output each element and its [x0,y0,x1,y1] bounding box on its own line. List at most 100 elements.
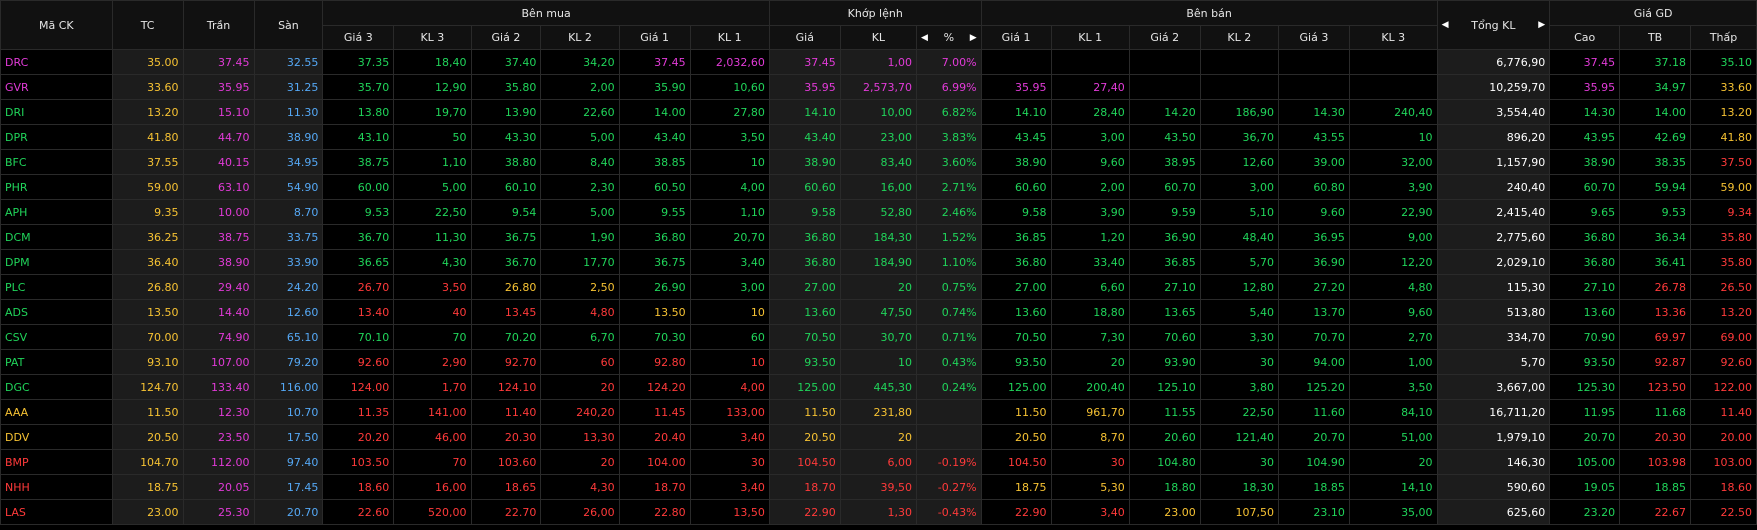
bid-vol-3-cell[interactable]: 141,00 [393,399,472,425]
bid-vol-2-cell[interactable]: 240,20 [540,399,620,425]
ask-price-2-cell[interactable]: 23.00 [1128,499,1201,525]
ask-vol-3-cell[interactable]: 22,90 [1348,199,1438,225]
ask-price-2-cell[interactable]: 36.90 [1128,224,1201,250]
bid-price-1-cell[interactable]: 11.45 [618,399,691,425]
ask-price-2-cell[interactable]: 70.60 [1128,324,1201,350]
ask-vol-1-cell[interactable]: 2,00 [1050,174,1130,200]
ask-vol-2-cell[interactable]: 3,30 [1199,324,1279,350]
ask-vol-1-cell[interactable]: 3,40 [1050,499,1130,525]
symbol-cell[interactable]: LAS [0,499,113,525]
bid-price-2-cell[interactable]: 20.30 [470,424,542,450]
ask-vol-2-cell[interactable]: 3,00 [1199,174,1279,200]
header-floor[interactable]: Sàn [253,0,324,50]
bid-price-3-cell[interactable]: 38.75 [322,149,395,175]
table-row[interactable]: BMP 104.70 112.00 97.40 103.50 70 103.60 20 104.… [0,449,1757,475]
bid-price-2-cell[interactable]: 26.80 [470,274,542,300]
bid-price-2-cell[interactable]: 38.80 [470,149,542,175]
symbol-cell[interactable]: BMP [0,449,113,475]
bid-price-1-cell[interactable]: 124.20 [618,374,691,400]
bid-vol-1-cell[interactable]: 3,00 [689,274,770,300]
ask-vol-2-cell[interactable]: 36,70 [1199,124,1279,150]
bid-price-2-cell[interactable]: 13.90 [470,99,542,125]
symbol-cell[interactable]: CSV [0,324,113,350]
ask-price-2-cell[interactable]: 18.80 [1128,474,1201,500]
ask-vol-3-cell[interactable]: 51,00 [1348,424,1438,450]
bid-vol-3-cell[interactable]: 16,00 [393,474,472,500]
bid-vol-1-cell[interactable]: 10 [689,349,770,375]
symbol-cell[interactable]: DRI [0,99,113,125]
ask-price-2-cell[interactable] [1128,49,1201,75]
symbol-cell[interactable]: NHH [0,474,113,500]
bid-vol-2-cell[interactable]: 22,60 [540,99,620,125]
table-row[interactable]: LAS 23.00 25.30 20.70 22.60 520,00 22.70 26,00 2… [0,499,1757,525]
bid-price-3-cell[interactable]: 70.10 [322,324,395,350]
ask-price-3-cell[interactable]: 9.60 [1277,199,1350,225]
bid-price-1-cell[interactable]: 36.80 [618,224,691,250]
bid-price-3-cell[interactable]: 36.65 [322,249,395,275]
header-match-volume[interactable]: KL [839,25,917,50]
bid-price-3-cell[interactable]: 26.70 [322,274,395,300]
bid-vol-2-cell[interactable]: 13,30 [540,424,620,450]
ask-vol-1-cell[interactable]: 6,60 [1050,274,1130,300]
ask-vol-3-cell[interactable]: 3,90 [1348,174,1438,200]
bid-vol-2-cell[interactable]: 20 [540,374,620,400]
bid-vol-3-cell[interactable]: 70 [393,324,472,350]
bid-price-1-cell[interactable]: 43.40 [618,124,691,150]
bid-vol-2-cell[interactable]: 20 [540,449,620,475]
bid-vol-3-cell[interactable]: 50 [393,124,472,150]
symbol-cell[interactable]: PHR [0,174,113,200]
ask-vol-1-cell[interactable]: 9,60 [1050,149,1130,175]
bid-vol-2-cell[interactable]: 1,90 [540,224,620,250]
table-row[interactable]: DGC 124.70 133.40 116.00 124.00 1,70 124.10 20 1… [0,374,1757,400]
bid-vol-2-cell[interactable]: 6,70 [540,324,620,350]
ask-price-2-cell[interactable]: 43.50 [1128,124,1201,150]
ask-price-3-cell[interactable]: 27.20 [1277,274,1350,300]
ask-vol-2-cell[interactable]: 121,40 [1199,424,1279,450]
header-ask-vol-2[interactable]: KL 2 [1199,25,1279,50]
ask-price-1-cell[interactable]: 125.00 [980,374,1052,400]
ask-price-2-cell[interactable]: 9.59 [1128,199,1201,225]
ask-vol-2-cell[interactable]: 5,40 [1199,299,1279,325]
bid-price-1-cell[interactable]: 104.00 [618,449,691,475]
ask-price-2-cell[interactable]: 36.85 [1128,249,1201,275]
table-row[interactable]: DRC 35.00 37.45 32.55 37.35 18,40 37.40 34,20 37… [0,49,1757,75]
ask-price-1-cell[interactable]: 22.90 [980,499,1052,525]
ask-price-1-cell[interactable]: 36.80 [980,249,1052,275]
ask-vol-1-cell[interactable]: 200,40 [1050,374,1130,400]
bid-price-2-cell[interactable]: 70.20 [470,324,542,350]
ask-price-2-cell[interactable]: 38.95 [1128,149,1201,175]
ask-vol-1-cell[interactable]: 27,40 [1050,74,1130,100]
ask-price-1-cell[interactable]: 35.95 [980,74,1052,100]
symbol-cell[interactable]: GVR [0,74,113,100]
ask-vol-3-cell[interactable]: 84,10 [1348,399,1438,425]
bid-price-3-cell[interactable]: 103.50 [322,449,395,475]
ask-price-1-cell[interactable]: 9.58 [980,199,1052,225]
header-bid-price-1[interactable]: Giá 1 [618,25,691,50]
bid-price-2-cell[interactable]: 11.40 [470,399,542,425]
ask-vol-1-cell[interactable]: 18,80 [1050,299,1130,325]
ask-price-1-cell[interactable]: 93.50 [980,349,1052,375]
header-total-volume[interactable]: ◀ Tổng KL ▶ [1436,0,1551,50]
bid-vol-2-cell[interactable]: 5,00 [540,199,620,225]
bid-vol-3-cell[interactable]: 11,30 [393,224,472,250]
ask-price-2-cell[interactable]: 20.60 [1128,424,1201,450]
ask-price-3-cell[interactable]: 43.55 [1277,124,1350,150]
header-ask-price-1[interactable]: Giá 1 [980,25,1052,50]
bid-vol-2-cell[interactable]: 4,30 [540,474,620,500]
ask-vol-1-cell[interactable]: 30 [1050,449,1130,475]
ask-vol-2-cell[interactable]: 18,30 [1199,474,1279,500]
bid-vol-2-cell[interactable]: 4,80 [540,299,620,325]
header-match-price[interactable]: Giá [768,25,841,50]
bid-vol-3-cell[interactable]: 520,00 [393,499,472,525]
ask-vol-1-cell[interactable]: 20 [1050,349,1130,375]
ask-price-1-cell[interactable]: 38.90 [980,149,1052,175]
ask-vol-2-cell[interactable]: 48,40 [1199,224,1279,250]
bid-price-1-cell[interactable]: 38.85 [618,149,691,175]
table-row[interactable]: AAA 11.50 12.30 10.70 11.35 141,00 11.40 240,20… [0,399,1757,425]
bid-price-3-cell[interactable]: 124.00 [322,374,395,400]
bid-price-1-cell[interactable]: 22.80 [618,499,691,525]
bid-price-3-cell[interactable]: 60.00 [322,174,395,200]
ask-price-2-cell[interactable]: 27.10 [1128,274,1201,300]
header-reference[interactable]: TC [111,0,184,50]
ask-price-2-cell[interactable]: 125.10 [1128,374,1201,400]
